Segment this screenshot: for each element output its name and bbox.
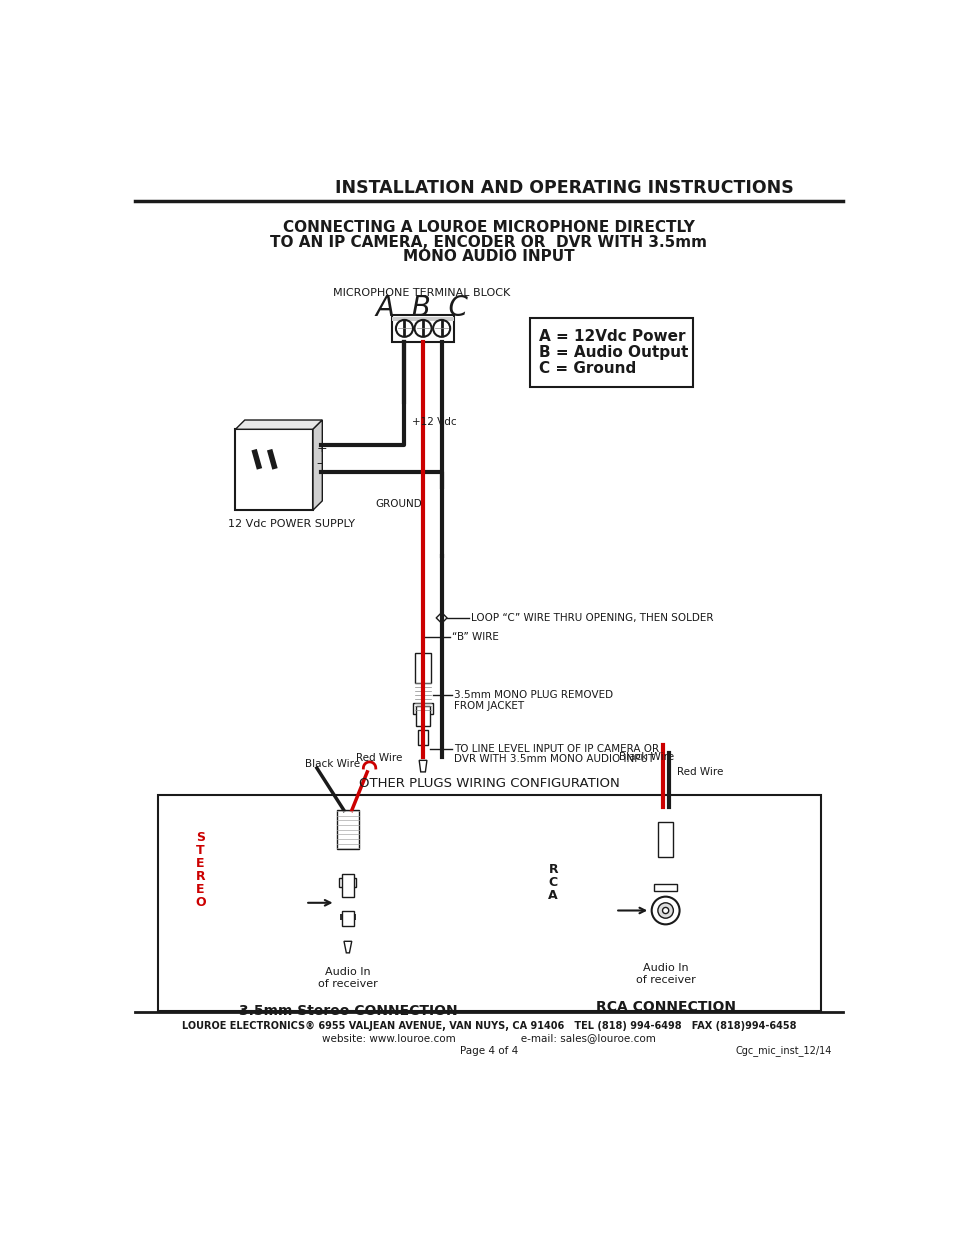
Circle shape: [395, 320, 413, 337]
Polygon shape: [235, 420, 322, 430]
Text: “B” WIRE: “B” WIRE: [452, 632, 498, 642]
Text: S: S: [196, 831, 205, 844]
Bar: [530, 317, 692, 387]
Bar: [415, 652, 431, 683]
Text: RCA CONNECTION: RCA CONNECTION: [595, 1000, 735, 1014]
Text: CONNECTING A LOUROE MICROPHONE DIRECTLY: CONNECTING A LOUROE MICROPHONE DIRECTLY: [283, 220, 694, 235]
Text: of receiver: of receiver: [635, 974, 695, 984]
Text: MONO AUDIO INPUT: MONO AUDIO INPUT: [403, 249, 574, 264]
Bar: [654, 883, 677, 892]
Circle shape: [658, 903, 673, 918]
Text: –: –: [316, 457, 323, 471]
Text: of receiver: of receiver: [317, 978, 377, 989]
Bar: [392, 315, 454, 342]
Text: FROM JACKET: FROM JACKET: [454, 700, 523, 710]
Text: 3.5mm Stereo CONNECTION: 3.5mm Stereo CONNECTION: [238, 1004, 456, 1018]
Text: 12 Vdc POWER SUPPLY: 12 Vdc POWER SUPPLY: [228, 519, 355, 529]
Bar: [158, 795, 820, 1010]
Text: LOOP “C” WIRE THRU OPENING, THEN SOLDER: LOOP “C” WIRE THRU OPENING, THEN SOLDER: [471, 613, 713, 622]
Text: Red Wire: Red Wire: [677, 767, 723, 777]
Circle shape: [651, 897, 679, 924]
Bar: [413, 703, 433, 714]
Text: C: C: [548, 877, 558, 889]
Circle shape: [661, 908, 668, 914]
Text: A = 12Vdc Power: A = 12Vdc Power: [538, 329, 685, 343]
Circle shape: [415, 320, 431, 337]
Text: A: A: [548, 889, 558, 903]
Text: Black Wire: Black Wire: [305, 760, 360, 769]
Bar: [392, 317, 454, 321]
Text: Audio In: Audio In: [325, 967, 371, 977]
Circle shape: [433, 320, 450, 337]
Text: E: E: [196, 883, 205, 897]
Bar: [235, 430, 313, 510]
Text: B = Audio Output: B = Audio Output: [538, 345, 688, 359]
Text: website: www.louroe.com                    e-mail: sales@louroe.com: website: www.louroe.com e-mail: sales@lo…: [322, 1034, 655, 1044]
Text: MICROPHONE TERMINAL BLOCK: MICROPHONE TERMINAL BLOCK: [333, 288, 510, 298]
Text: TO LINE LEVEL INPUT OF IP CAMERA OR: TO LINE LEVEL INPUT OF IP CAMERA OR: [454, 743, 659, 753]
Text: O: O: [195, 897, 206, 909]
Bar: [416, 706, 430, 726]
Bar: [341, 873, 354, 897]
Text: TO AN IP CAMERA, ENCODER OR  DVR WITH 3.5mm: TO AN IP CAMERA, ENCODER OR DVR WITH 3.5…: [270, 235, 707, 249]
Text: INSTALLATION AND OPERATING INSTRUCTIONS: INSTALLATION AND OPERATING INSTRUCTIONS: [335, 179, 793, 198]
Text: Cgc_mic_inst_12/14: Cgc_mic_inst_12/14: [735, 1045, 831, 1056]
Text: +12 Vdc: +12 Vdc: [412, 416, 456, 426]
Text: GROUND: GROUND: [375, 499, 422, 509]
Text: E: E: [196, 857, 205, 869]
Text: Black Wire: Black Wire: [618, 752, 674, 762]
Text: LOUROE ELECTRONICS® 6955 VALJEAN AVENUE, VAN NUYS, CA 91406   TEL (818) 994-6498: LOUROE ELECTRONICS® 6955 VALJEAN AVENUE,…: [181, 1021, 796, 1031]
Text: DVR WITH 3.5mm MONO AUDIO INPUT: DVR WITH 3.5mm MONO AUDIO INPUT: [454, 753, 654, 763]
Text: OTHER PLUGS WIRING CONFIGURATION: OTHER PLUGS WIRING CONFIGURATION: [358, 777, 618, 790]
Text: Red Wire: Red Wire: [355, 753, 401, 763]
Polygon shape: [344, 941, 352, 953]
Text: Audio In: Audio In: [642, 963, 688, 973]
Text: R: R: [195, 871, 205, 883]
Text: A  B  C: A B C: [375, 294, 468, 321]
Bar: [658, 823, 673, 857]
Text: +: +: [316, 442, 327, 454]
Bar: [418, 730, 427, 745]
Polygon shape: [313, 420, 322, 510]
Bar: [340, 914, 355, 920]
Text: T: T: [196, 844, 205, 857]
Bar: [339, 878, 356, 888]
Text: C = Ground: C = Ground: [538, 361, 636, 375]
Text: R: R: [548, 863, 558, 876]
Polygon shape: [418, 761, 427, 772]
Bar: [336, 810, 358, 848]
Text: 3.5mm MONO PLUG REMOVED: 3.5mm MONO PLUG REMOVED: [454, 690, 613, 700]
Text: Page 4 of 4: Page 4 of 4: [459, 1046, 517, 1056]
Bar: [341, 910, 354, 926]
